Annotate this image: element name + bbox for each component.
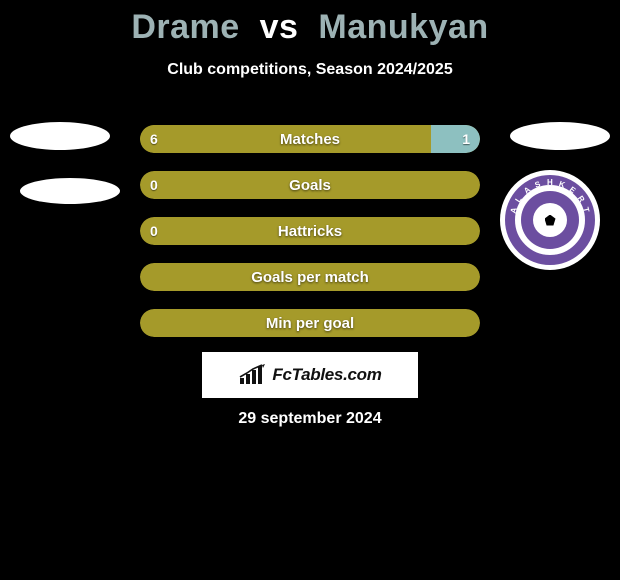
stat-row-gpm: Goals per match [140,263,480,291]
stat-row-hattricks: Hattricks0 [140,217,480,245]
stat-label: Goals [140,171,480,199]
player1-badge-mid [20,178,120,204]
brand-bars-icon [238,364,266,386]
stat-row-goals: Goals0 [140,171,480,199]
club-logo-alashkert: ALASHKERT [500,170,600,270]
stat-label: Hattricks [140,217,480,245]
player2-badge-top [510,122,610,150]
subtitle: Club competitions, Season 2024/2025 [0,61,620,79]
stat-value-p1: 0 [150,171,158,199]
stat-label: Goals per match [140,263,480,291]
stat-value-p2: 1 [462,125,470,153]
stat-bars: Matches61Goals0Hattricks0Goals per match… [140,125,480,355]
stat-label: Min per goal [140,309,480,337]
vs-text: vs [260,8,299,46]
stat-value-p1: 6 [150,125,158,153]
date-text: 29 september 2024 [0,410,620,428]
brand-box: FcTables.com [202,352,418,398]
stat-label: Matches [140,125,480,153]
stat-value-p1: 0 [150,217,158,245]
page-title: Drame vs Manukyan [0,0,620,47]
stat-row-mpg: Min per goal [140,309,480,337]
stat-row-matches: Matches6 1 [140,125,480,153]
soccer-ball-icon [533,203,567,237]
player1-name: Drame [131,8,239,46]
player2-name: Manukyan [318,8,488,46]
brand-text: FcTables.com [272,365,381,385]
player1-badge-top [10,122,110,150]
